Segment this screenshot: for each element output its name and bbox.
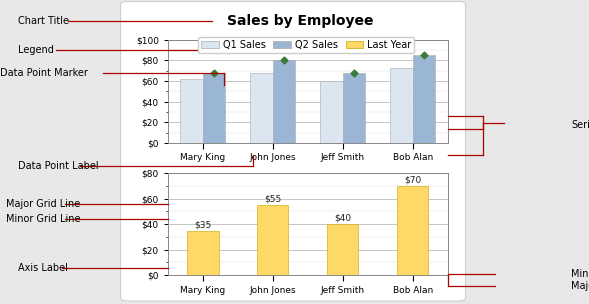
Bar — [391, 68, 413, 143]
Bar — [250, 73, 273, 143]
Text: Series: Series — [571, 120, 589, 130]
Bar — [180, 79, 203, 143]
Bar — [327, 224, 358, 275]
Text: $35: $35 — [194, 220, 211, 229]
Bar — [257, 205, 289, 275]
Bar — [413, 55, 435, 143]
Text: Minor Grid Line: Minor Grid Line — [6, 215, 80, 224]
Text: $70: $70 — [404, 176, 421, 185]
Text: Legend: Legend — [18, 45, 54, 55]
Bar — [397, 186, 428, 275]
Bar — [320, 81, 343, 143]
Text: Major Tick Mark: Major Tick Mark — [571, 282, 589, 291]
Text: Data Point Label: Data Point Label — [18, 161, 98, 171]
Text: Major Grid Line: Major Grid Line — [6, 199, 80, 209]
Text: $55: $55 — [264, 195, 282, 204]
Text: $40: $40 — [334, 214, 351, 223]
Legend: Q1 Sales, Q2 Sales, Last Year: Q1 Sales, Q2 Sales, Last Year — [198, 37, 414, 53]
Text: Minor Tick Mark: Minor Tick Mark — [571, 269, 589, 278]
Text: Chart Title: Chart Title — [18, 16, 69, 26]
Text: Sales by Employee: Sales by Employee — [227, 14, 373, 28]
Bar — [187, 230, 219, 275]
Bar — [343, 73, 365, 143]
Bar — [203, 73, 225, 143]
Bar — [273, 60, 295, 143]
Text: Data Point Marker: Data Point Marker — [0, 68, 88, 78]
Text: Axis Label: Axis Label — [18, 263, 68, 273]
